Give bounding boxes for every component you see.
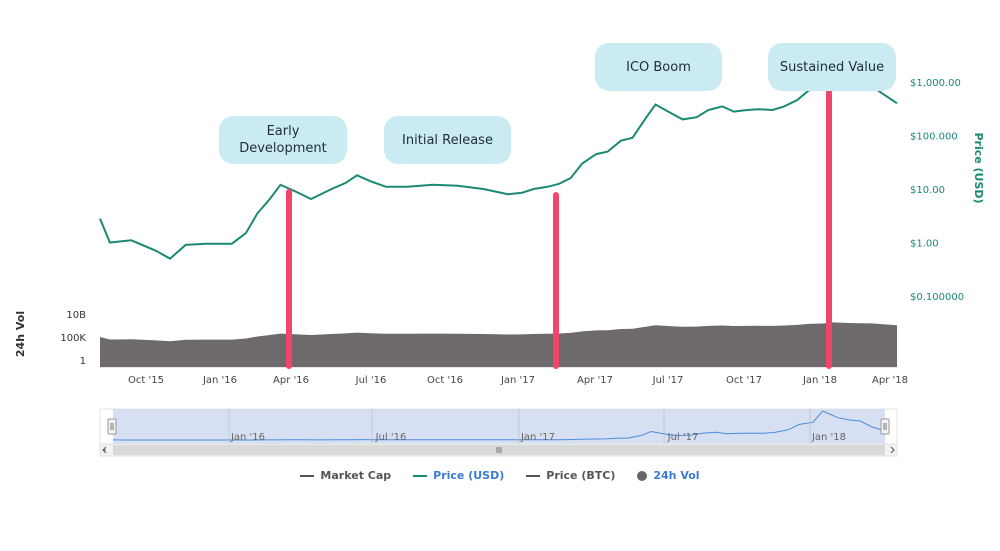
scroll-right-arrow[interactable] — [890, 446, 895, 454]
legend-dot-icon — [637, 470, 648, 481]
navigator-right-handle[interactable] — [880, 418, 890, 435]
callout-initial-release: Initial Release — [384, 116, 511, 164]
legend-line-icon — [413, 474, 428, 477]
x-tick-label: Apr '18 — [872, 375, 908, 386]
x-tick-label: Apr '16 — [273, 375, 309, 386]
volume-tick-label: 10B — [66, 310, 86, 321]
chart-legend: Market Cap Price (USD) Price (BTC) 24h Vol — [0, 469, 1000, 482]
navigator-selection — [113, 409, 885, 444]
legend-line-icon — [300, 474, 315, 477]
scroll-left-arrow[interactable] — [102, 446, 107, 454]
navigator-tick-label: Jan '17 — [520, 432, 555, 443]
x-tick-label: Jul '17 — [652, 375, 684, 386]
navigator-tick-label: Jul '17 — [667, 432, 699, 443]
legend-label: Price (BTC) — [546, 469, 616, 482]
navigator-price-line — [112, 410, 886, 441]
price-tick-label: $10.00 — [910, 185, 945, 196]
price-tick-label: $1,000.00 — [910, 78, 961, 89]
price-tick-label: $0.100000 — [910, 292, 964, 303]
legend-label: Price (USD) — [433, 469, 505, 482]
legend-item[interactable]: Price (BTC) — [526, 469, 615, 482]
legend-item[interactable]: Market Cap — [300, 469, 391, 482]
x-tick-label: Jul '16 — [355, 375, 387, 386]
legend-item[interactable]: 24h Vol — [637, 469, 700, 482]
navigator-tick-label: Jan '16 — [230, 432, 265, 443]
x-tick-label: Apr '17 — [577, 375, 613, 386]
navigator-tick-label: Jul '16 — [375, 432, 407, 443]
navigator-left-handle[interactable] — [107, 418, 117, 435]
legend-item[interactable]: Price (USD) — [413, 469, 504, 482]
navigator-tick-label: Jan '18 — [811, 432, 846, 443]
volume-tick-label: 100K — [60, 333, 86, 344]
x-tick-label: Oct '17 — [726, 375, 762, 386]
volume-axis-label: 24h Vol — [14, 311, 27, 357]
x-tick-label: Jan '18 — [802, 375, 837, 386]
x-tick-label: Oct '16 — [427, 375, 463, 386]
legend-label: 24h Vol — [653, 469, 700, 482]
callout-ico-boom: ICO Boom — [595, 43, 722, 91]
price-tick-label: $1.00 — [910, 239, 939, 250]
volume-area-shape — [100, 322, 897, 367]
legend-line-icon — [526, 474, 541, 477]
volume-tick-label: 1 — [80, 356, 86, 367]
callout-initial-release-label: Initial Release — [402, 132, 493, 148]
callout-sustained-value: Sustained Value — [768, 43, 896, 91]
price-line — [99, 74, 898, 260]
x-tick-label: Oct '15 — [128, 375, 164, 386]
price-tick-label: $100.000 — [910, 132, 958, 143]
callout-sustained-value-label: Sustained Value — [779, 59, 885, 75]
x-tick-label: Jan '16 — [202, 375, 237, 386]
callout-ico-boom-label: ICO Boom — [626, 59, 691, 75]
legend-label: Market Cap — [320, 469, 392, 482]
price-axis-label: Price (USD) — [972, 132, 985, 203]
x-tick-label: Jan '17 — [500, 375, 535, 386]
callout-early-development-label: Early Development — [239, 124, 327, 156]
callout-early-development: Early Development — [219, 116, 347, 164]
